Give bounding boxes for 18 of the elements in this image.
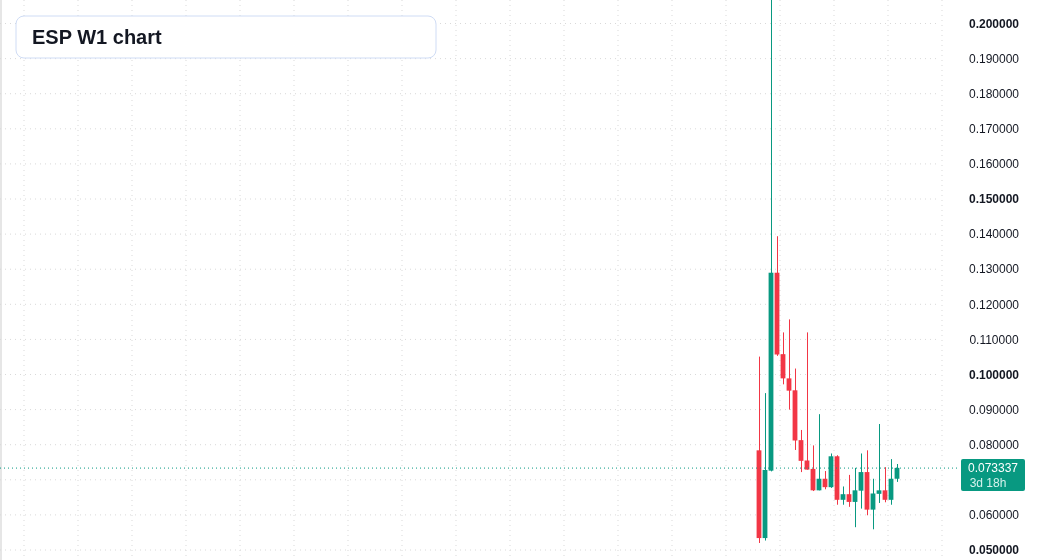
y-tick-label: 0.110000 [969,332,1019,347]
y-tick-label: 0.190000 [968,51,1020,66]
y-tick-label: 0.200000 [968,16,1020,31]
y-tick-label: 0.080000 [968,437,1020,452]
y-tick-label: 0.050000 [968,543,1020,558]
y-tick-label: 0.150000 [968,192,1020,207]
text: 3d 18h [969,476,1007,491]
y-tick-label: 0.160000 [968,157,1020,172]
y-tick-label: 0.100000 [968,367,1020,382]
y-tick-label: 0.140000 [968,227,1020,242]
y-tick-label: 0.180000 [968,86,1020,101]
y-tick-label: 0.120000 [968,297,1020,312]
ref-line-label: 0.073337 [967,461,1019,476]
y-tick-label: 0.060000 [968,508,1020,523]
y-tick-label: 0.090000 [968,402,1020,417]
text: ESP W1 chart [32,26,163,48]
y-tick-label: 0.170000 [968,122,1020,137]
y-tick-label: 0.130000 [968,262,1020,277]
